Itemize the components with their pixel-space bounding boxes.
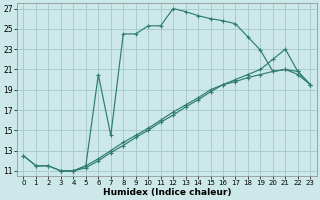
X-axis label: Humidex (Indice chaleur): Humidex (Indice chaleur) bbox=[103, 188, 231, 197]
